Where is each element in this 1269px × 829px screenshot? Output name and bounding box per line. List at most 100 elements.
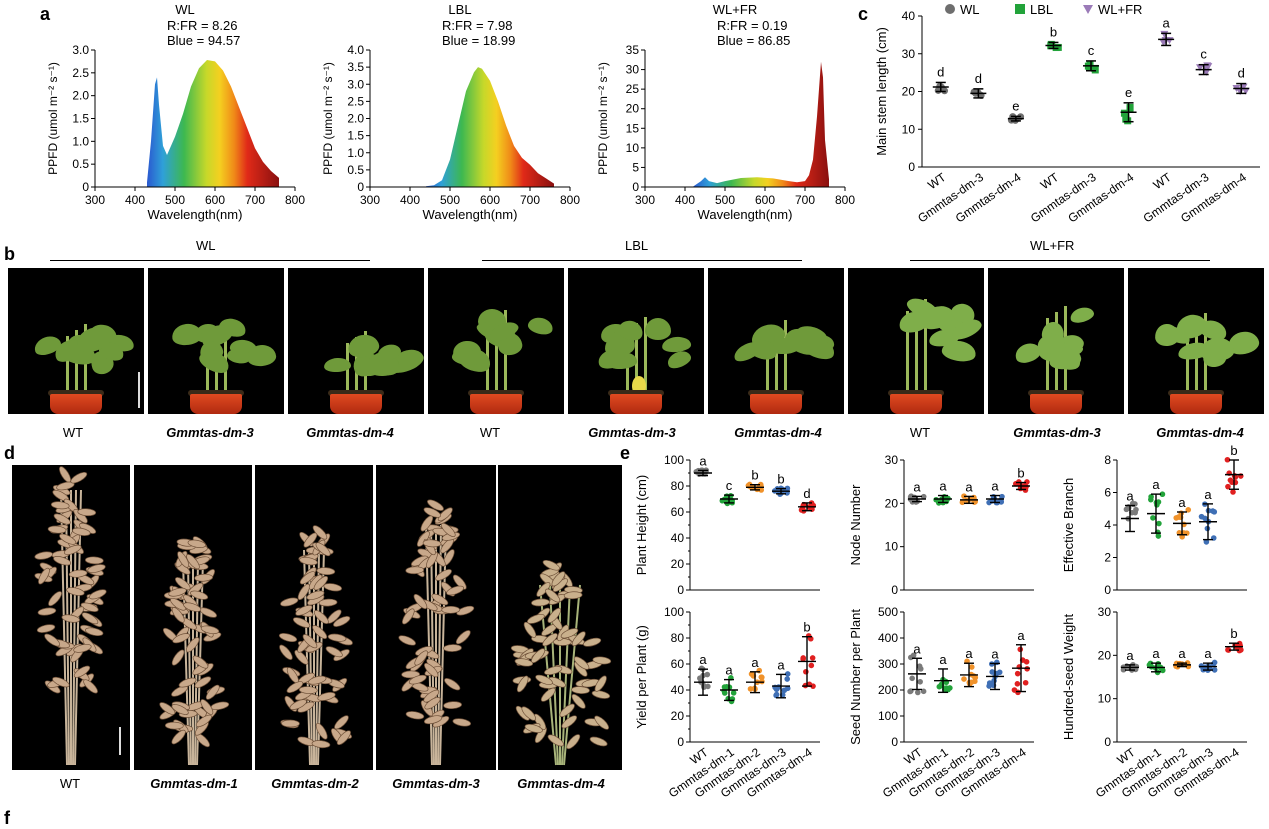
- pod: [315, 542, 331, 557]
- pod: [294, 649, 309, 665]
- pod: [278, 633, 298, 643]
- caption-b-6: Gmmtas-dm-4: [734, 425, 822, 440]
- x-tick-label: 800: [560, 193, 580, 207]
- pod: [561, 715, 578, 729]
- pod: [281, 719, 300, 728]
- data-point: [784, 676, 791, 682]
- data-point: [1230, 489, 1236, 495]
- caption-b-2: Gmmtas-dm-3: [166, 425, 254, 440]
- y-tick-label: 60: [671, 657, 685, 671]
- pod: [178, 677, 197, 688]
- pod: [295, 605, 313, 616]
- y-tick-label: 2.0: [72, 89, 89, 103]
- y-axis-label: Effective Branch: [1061, 478, 1076, 572]
- y-tick-label: 3.0: [347, 77, 364, 91]
- data-point: [1120, 666, 1127, 673]
- x-tick-label: WT: [1038, 170, 1062, 193]
- caption-d-1: WT: [59, 776, 81, 791]
- pod: [195, 714, 212, 728]
- pod: [547, 734, 564, 747]
- x-tick-label: 800: [835, 193, 855, 207]
- pod: [405, 566, 425, 575]
- significance-letter: a: [1152, 646, 1160, 661]
- data-point: [936, 82, 944, 90]
- significance-letter: a: [939, 479, 947, 494]
- significance-letter: a: [699, 453, 707, 468]
- pod: [424, 697, 441, 710]
- data-point: [1014, 681, 1021, 687]
- plant-stem: [635, 323, 638, 392]
- y-tick-label: 30: [626, 63, 640, 77]
- pod: [306, 590, 325, 600]
- spectrum-title: WL: [175, 2, 195, 17]
- plant-leaf: [661, 335, 693, 354]
- data-point: [961, 676, 967, 682]
- data-point: [914, 689, 921, 696]
- data-point: [1124, 117, 1132, 125]
- x-tick-label: 600: [205, 193, 225, 207]
- data-point: [989, 669, 995, 675]
- pod: [327, 633, 347, 642]
- significance-letter: b: [803, 620, 810, 635]
- pod: [514, 658, 534, 667]
- x-tick-label: 500: [440, 193, 460, 207]
- pod: [589, 736, 608, 747]
- y-tick-label: 1.5: [347, 129, 364, 143]
- significance-letter: b: [1050, 24, 1057, 39]
- pod: [185, 637, 200, 653]
- y-tick-label: 0: [677, 583, 684, 597]
- y-tick-label: 100: [664, 605, 684, 619]
- data-point: [1211, 667, 1218, 673]
- pod-plant: [278, 525, 353, 766]
- data-point: [1203, 539, 1210, 545]
- significance-letter: b: [1230, 443, 1237, 458]
- pod: [316, 567, 336, 576]
- y-tick-label: 0: [1104, 583, 1111, 597]
- data-point: [809, 655, 816, 661]
- pod: [333, 616, 351, 627]
- pod: [315, 722, 328, 740]
- pod: [317, 692, 336, 701]
- data-point: [1120, 109, 1128, 117]
- significance-letter: a: [1152, 477, 1160, 492]
- pod-plant: [510, 559, 612, 766]
- pod: [435, 569, 452, 581]
- plant-pot: [470, 394, 522, 414]
- y-tick-label: 80: [671, 631, 685, 645]
- x-tick-label: WT: [1151, 170, 1175, 193]
- data-point: [1224, 456, 1231, 463]
- spectrum-ratio: R:FR = 8.26: [167, 18, 237, 33]
- pod: [313, 610, 329, 624]
- pod: [183, 602, 202, 612]
- y-tick-label: 10: [1098, 692, 1112, 706]
- data-point: [784, 671, 791, 677]
- data-point: [968, 664, 975, 670]
- data-point: [1024, 479, 1030, 485]
- pod: [171, 704, 189, 715]
- pod: [437, 507, 453, 522]
- pod: [170, 597, 187, 611]
- spectrum-title: WL+FR: [713, 2, 757, 17]
- plant-stem: [784, 320, 787, 392]
- caption-b-7: WT: [909, 425, 931, 440]
- pod: [452, 718, 471, 727]
- data-point: [961, 493, 967, 499]
- significance-letter: c: [1088, 43, 1095, 58]
- pod: [194, 676, 212, 688]
- caption-b-9: Gmmtas-dm-4: [1156, 425, 1244, 440]
- pod: [87, 564, 106, 573]
- significance-letter: a: [939, 652, 947, 667]
- y-tick-label: 20: [671, 709, 685, 723]
- plant-photo: [568, 268, 704, 414]
- data-point: [746, 481, 753, 488]
- pod: [52, 676, 70, 688]
- spectrum-area: [147, 60, 279, 187]
- x-tick-label: 700: [520, 193, 540, 207]
- plant-stem: [924, 299, 927, 392]
- plant-photo: [428, 268, 564, 414]
- plant-pot: [1170, 394, 1222, 414]
- y-tick-label: 500: [878, 605, 898, 619]
- y-tick-label: 100: [878, 709, 898, 723]
- pod: [187, 539, 207, 548]
